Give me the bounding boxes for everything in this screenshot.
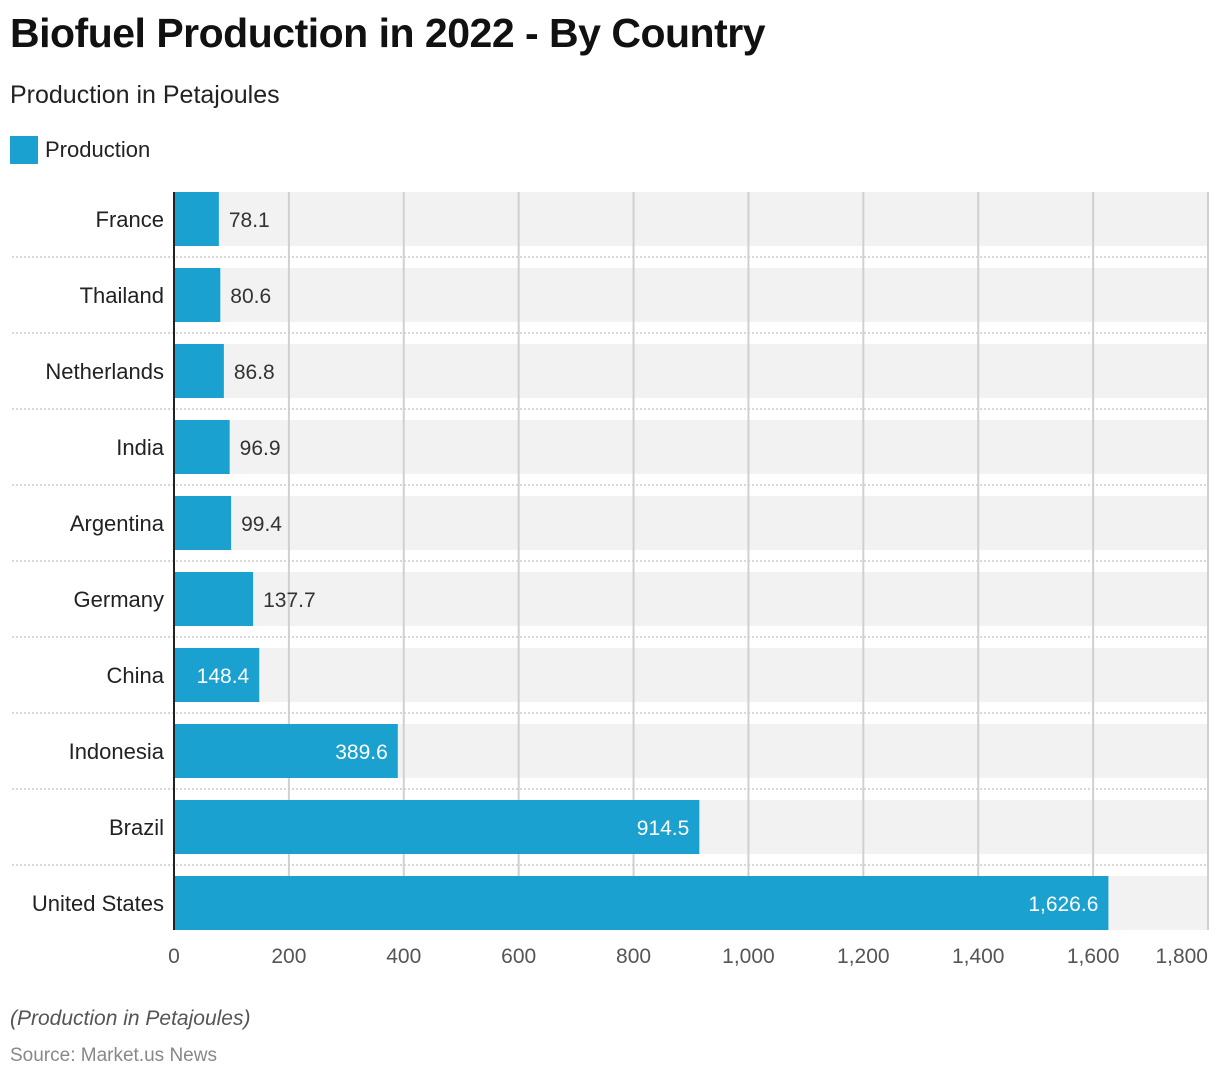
data-label: 96.9: [240, 437, 281, 460]
bar-netherlands: [174, 344, 224, 398]
bar-france: [174, 192, 219, 246]
data-label: 1,626.6: [1028, 893, 1098, 916]
row-band: [174, 192, 1208, 246]
category-label: Germany: [74, 587, 164, 612]
legend: Production: [10, 136, 150, 164]
bar-thailand: [174, 268, 221, 322]
row-band: [174, 648, 1208, 702]
data-label: 80.6: [230, 285, 271, 308]
row-band: [174, 572, 1208, 626]
x-tick-label: 600: [501, 945, 536, 968]
legend-swatch: [10, 136, 38, 164]
category-label: Indonesia: [69, 739, 165, 764]
x-tick-label: 800: [616, 945, 651, 968]
data-label: 78.1: [229, 209, 270, 232]
row-band: [174, 344, 1208, 398]
data-label: 914.5: [637, 817, 690, 840]
x-tick-label: 1,200: [837, 945, 890, 968]
category-label: Argentina: [70, 511, 165, 536]
bar-brazil: [174, 800, 700, 854]
x-tick-label: 1,400: [952, 945, 1005, 968]
category-label: India: [116, 435, 164, 460]
x-tick-label: 1,600: [1067, 945, 1120, 968]
chart-subtitle: Production in Petajoules: [10, 81, 280, 109]
category-label: France: [96, 207, 164, 232]
chart-title: Biofuel Production in 2022 - By Country: [10, 10, 766, 56]
x-tick-label: 0: [168, 945, 180, 968]
data-label: 99.4: [241, 513, 282, 536]
category-label: China: [107, 663, 165, 688]
bar-india: [174, 420, 230, 474]
bar-china: [174, 648, 260, 702]
category-label: Brazil: [109, 815, 164, 840]
bar-indonesia: [174, 724, 398, 778]
row-band: [174, 420, 1208, 474]
data-label: 389.6: [335, 741, 388, 764]
x-tick-label: 200: [271, 945, 306, 968]
data-label: 137.7: [263, 589, 316, 612]
x-tick-label: 400: [386, 945, 421, 968]
x-tick-label: 1,000: [722, 945, 775, 968]
legend-label: Production: [45, 137, 151, 162]
row-band: [174, 496, 1208, 550]
category-label: Thailand: [80, 283, 164, 308]
bar-united-states: [174, 876, 1109, 930]
data-label: 86.8: [234, 361, 275, 384]
footer-note: (Production in Petajoules): [10, 1007, 251, 1030]
source-text: Source: Market.us News: [10, 1045, 217, 1066]
x-tick-label: 1,800: [1155, 945, 1208, 968]
row-band: [174, 268, 1208, 322]
bar-germany: [174, 572, 254, 626]
category-label: United States: [32, 891, 164, 916]
data-label: 148.4: [197, 665, 250, 688]
bar-argentina: [174, 496, 232, 550]
bar-chart: France 78.1 Thailand 80.6 Netherlands 86.8 Ind…: [12, 192, 1209, 968]
category-label: Netherlands: [45, 359, 164, 384]
